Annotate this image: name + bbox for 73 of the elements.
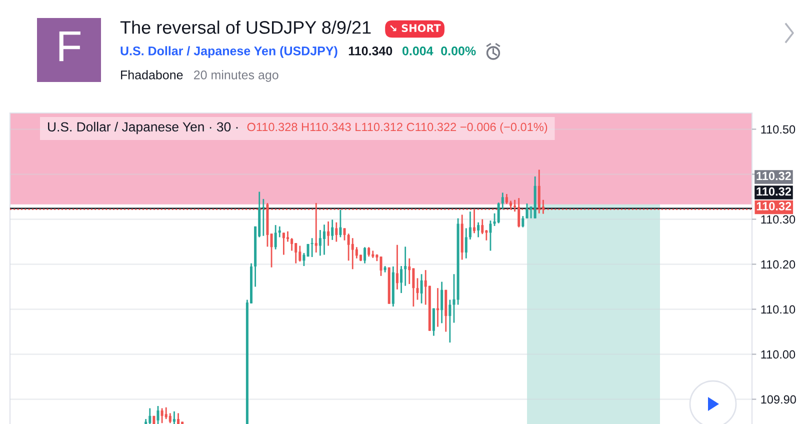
candlestick: [380, 256, 382, 277]
candlestick: [274, 224, 277, 250]
candlestick: [501, 192, 504, 210]
candlestick: [310, 237, 314, 258]
candlestick: [339, 209, 342, 238]
candlestick: [364, 246, 366, 264]
candlestick: [522, 215, 524, 228]
candlestick: [270, 232, 273, 268]
candlestick: [448, 299, 452, 344]
annotation: U.S. Dollar / Japanese Yen · 30 ·: [48, 122, 238, 134]
text: 0.00%: [441, 46, 476, 56]
candlestick: [160, 408, 164, 424]
text: Fhadabone: [121, 70, 183, 80]
candlestick: [343, 228, 346, 242]
y-tick-label: 110.30: [761, 215, 796, 224]
candlestick: [412, 268, 415, 308]
candlestick: [262, 198, 265, 237]
candlestick: [468, 210, 472, 240]
candlestick: [164, 406, 168, 420]
candlestick: [351, 237, 354, 270]
candlestick: [322, 224, 326, 256]
candlestick: [432, 308, 435, 336]
candlestick: [400, 265, 403, 294]
text: 20 minutes ago: [194, 70, 278, 82]
y-tick-label: 109.90: [761, 395, 796, 404]
candlestick: [481, 218, 484, 235]
ref-line-label: 110.32: [756, 202, 792, 210]
candlestick: [505, 193, 508, 205]
chart-title: The reversal of USDJPY 8/9/21: [120, 20, 371, 34]
candlestick: [420, 273, 423, 304]
candlestick: [368, 246, 370, 258]
candlestick: [290, 237, 294, 252]
candlestick: [327, 220, 330, 246]
y-tick-label: 110.10: [761, 305, 796, 314]
candlestick: [477, 222, 480, 238]
candlestick: [404, 246, 407, 287]
candlestick: [282, 232, 285, 256]
text: 110.32: [756, 187, 791, 196]
candlestick: [156, 405, 160, 424]
chart-subtitle: U.S. Dollar / Japanese Yen (USDJPY): [120, 46, 338, 58]
candlestick: [177, 412, 180, 424]
candlestick: [526, 202, 528, 220]
y-tick-label: 110.20: [761, 260, 796, 269]
candlestick: [440, 281, 444, 324]
candlestick: [396, 244, 398, 290]
candlestick: [489, 220, 492, 252]
candlestick: [294, 242, 298, 264]
candlestick: [452, 273, 456, 324]
candlestick: [168, 412, 172, 424]
candlestick: [302, 252, 306, 267]
candlestick: [318, 229, 322, 256]
y-tick-label: 110.00: [761, 350, 796, 359]
candlestick: [497, 202, 500, 224]
candlestick: [464, 228, 468, 260]
annotation: O110.328 H110.343 L110.312 C110.322 −0.006 (−0.01%): [247, 122, 548, 134]
candlestick: [298, 245, 302, 262]
candlestick: [314, 202, 318, 254]
candlestick: [148, 408, 152, 424]
candlestick: [331, 218, 334, 241]
candlestick: [355, 246, 358, 260]
text: F: [59, 32, 80, 62]
candlestick: [416, 277, 419, 300]
candlestick: [347, 232, 350, 262]
text: 0.004: [402, 46, 434, 56]
text: 110.340: [348, 46, 392, 56]
candlestick: [286, 230, 289, 242]
text: ↘ SHORT: [390, 24, 441, 32]
candlestick: [335, 222, 338, 242]
y-tick-label: 110.50: [761, 125, 796, 134]
candlestick: [408, 258, 411, 285]
candlestick: [172, 410, 176, 424]
text: 110.32: [756, 172, 791, 180]
candlestick: [514, 199, 516, 212]
